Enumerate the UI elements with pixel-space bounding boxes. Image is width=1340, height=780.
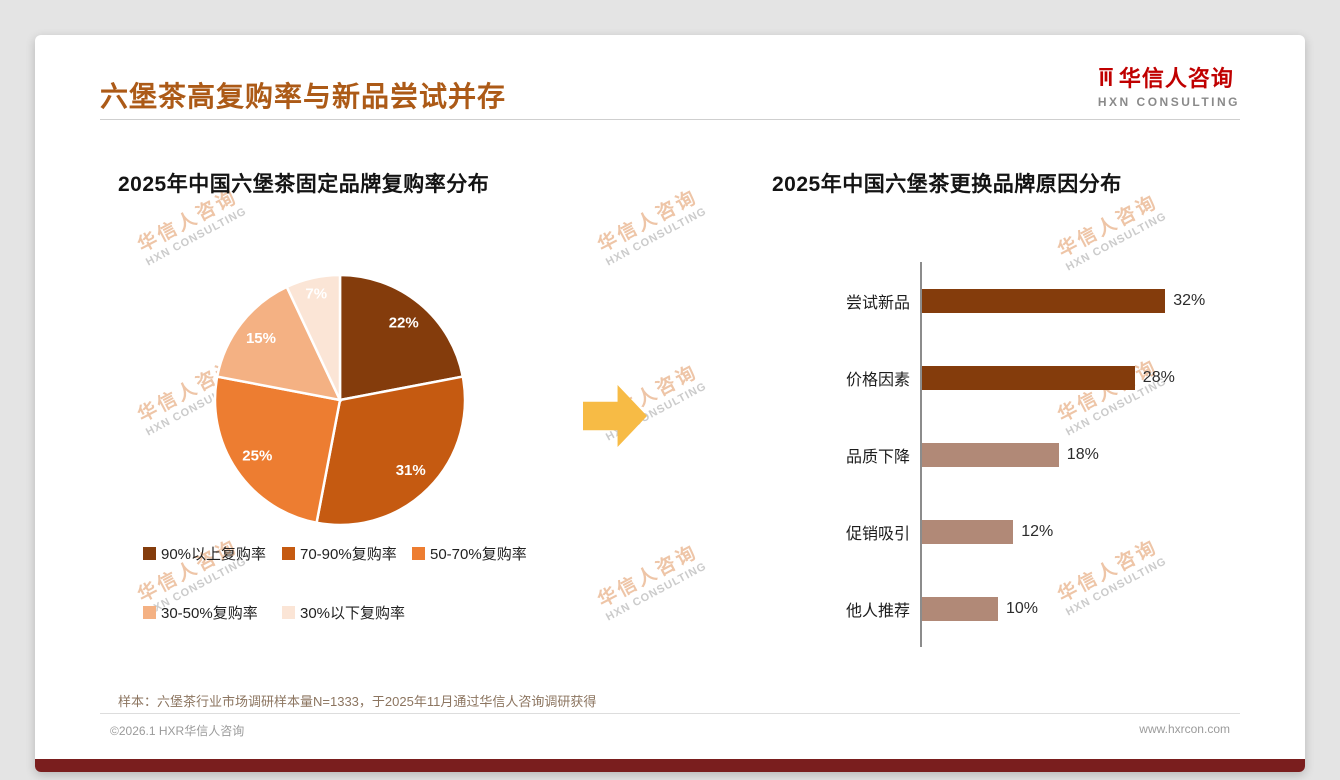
pie-value-label-0: 22% — [389, 314, 419, 331]
bar-chart-title: 2025年中国六堡茶更换品牌原因分布 — [772, 173, 1122, 196]
footer-website: www.hxrcon.com — [1139, 722, 1230, 736]
bar-value-label-2: 18% — [1066, 445, 1099, 463]
bar-row-1: 价格因素 28% — [805, 339, 1280, 416]
bar-fill-3 — [922, 519, 1014, 544]
pie-slice-1 — [315, 375, 467, 527]
bar-value-label-1: 28% — [1142, 368, 1175, 386]
legend-swatch-0 — [143, 547, 156, 560]
bar-category-label-4: 他人推荐 — [845, 602, 910, 620]
pie-chart-title: 2025年中国六堡茶固定品牌复购率分布 — [118, 173, 490, 196]
bar-value-label-4: 10% — [1006, 599, 1039, 617]
bar-chart: 尝试新品 32% 价格因素 28% 品质下降 18% 促销吸引 12% 他人推荐 10% — [805, 262, 1280, 647]
pie-legend: 90%以上复购率 70-90%复购率 50-70%复购率 30-50%复购率 30%以下… — [143, 543, 527, 623]
sample-note: 样本：六堡茶行业市场调研样本量N=1333，于2025年11月通过华信人咨询调研… — [118, 694, 597, 709]
legend-item-1: 70-90%复购率 — [282, 543, 412, 564]
legend-label-3: 30-50%复购率 — [161, 605, 258, 622]
legend-item-0: 90%以上复购率 — [143, 543, 282, 564]
pie-value-label-3: 15% — [246, 330, 276, 347]
logo-icon — [1098, 68, 1114, 86]
bar-value-label-3: 12% — [1021, 522, 1054, 540]
logo-wordmark: 华信人咨询 — [1098, 61, 1240, 93]
pie-slice-2 — [213, 375, 342, 525]
legend-label-4: 30%以下复购率 — [300, 605, 406, 622]
legend-swatch-1 — [282, 547, 295, 560]
bar-category-label-0: 尝试新品 — [845, 294, 910, 312]
bar-track-1: 28% — [920, 339, 1280, 416]
legend-label-1: 70-90%复购率 — [300, 546, 397, 563]
bar-category-label-1: 价格因素 — [845, 371, 910, 389]
bar-track-4: 10% — [920, 570, 1280, 647]
bar-row-4: 他人推荐 10% — [805, 570, 1280, 647]
slide-card: 华信人咨询 HXN CONSULTING 华信人咨询 HXN CONSULTING 华信… — [35, 35, 1305, 772]
bar-track-2: 18% — [920, 416, 1280, 493]
legend-swatch-4 — [282, 606, 295, 619]
bar-row-3: 促销吸引 12% — [805, 493, 1280, 570]
bar-category-label-3: 促销吸引 — [845, 525, 910, 543]
logo-subtitle: HXN CONSULTING — [1097, 95, 1240, 109]
bar-track-0: 32% — [920, 262, 1280, 339]
legend-swatch-2 — [412, 547, 425, 560]
bar-fill-2 — [922, 442, 1059, 467]
bar-value-label-0: 32% — [1173, 291, 1206, 309]
bottom-accent-bar — [35, 759, 1305, 772]
pie-chart: 22% 31% 25% 15% 7% — [213, 273, 467, 527]
brand-logo: 华信人咨询 HXN CONSULTING — [1098, 61, 1240, 109]
bar-category-label-2: 品质下降 — [845, 448, 910, 466]
legend-swatch-3 — [143, 606, 156, 619]
logo-name: 华信人咨询 — [1118, 66, 1234, 91]
bar-row-2: 品质下降 18% — [805, 416, 1280, 493]
bar-fill-0 — [922, 288, 1166, 313]
slide-content: 六堡茶高复购率与新品尝试并存 华信人咨询 HXN CONSULTING 2025… — [35, 35, 1305, 772]
arrow-right-icon — [583, 385, 647, 447]
header-divider — [100, 119, 1240, 120]
pie-slice-0 — [338, 273, 465, 402]
legend-item-4: 30%以下复购率 — [282, 602, 412, 623]
bar-fill-4 — [922, 596, 998, 621]
legend-label-2: 50-70%复购率 — [430, 546, 527, 563]
bar-fill-1 — [922, 365, 1135, 390]
page-title: 六堡茶高复购率与新品尝试并存 — [100, 81, 507, 112]
legend-item-2: 50-70%复购率 — [412, 543, 527, 564]
footer-copyright: ©2026.1 HXR华信人咨询 — [110, 724, 245, 738]
legend-label-0: 90%以上复购率 — [161, 546, 267, 563]
pie-slice-4 — [285, 273, 342, 401]
bar-row-0: 尝试新品 32% — [805, 262, 1280, 339]
legend-item-3: 30-50%复购率 — [143, 602, 282, 623]
pie-slice-3 — [215, 285, 343, 402]
pie-value-label-4: 7% — [305, 285, 327, 302]
pie-value-label-2: 25% — [242, 448, 272, 465]
pie-value-label-1: 31% — [396, 462, 426, 479]
footer-divider — [100, 713, 1240, 714]
bar-track-3: 12% — [920, 493, 1280, 570]
